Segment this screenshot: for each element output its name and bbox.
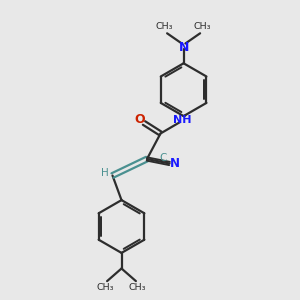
- Text: H: H: [101, 167, 109, 178]
- Text: N: N: [178, 41, 189, 54]
- Text: NH: NH: [173, 115, 192, 125]
- Text: CH₃: CH₃: [97, 283, 114, 292]
- Text: O: O: [134, 113, 145, 126]
- Text: C: C: [159, 153, 167, 163]
- Text: CH₃: CH₃: [194, 22, 211, 31]
- Text: CH₃: CH₃: [156, 22, 173, 31]
- Text: CH₃: CH₃: [129, 283, 146, 292]
- Text: N: N: [170, 157, 180, 170]
